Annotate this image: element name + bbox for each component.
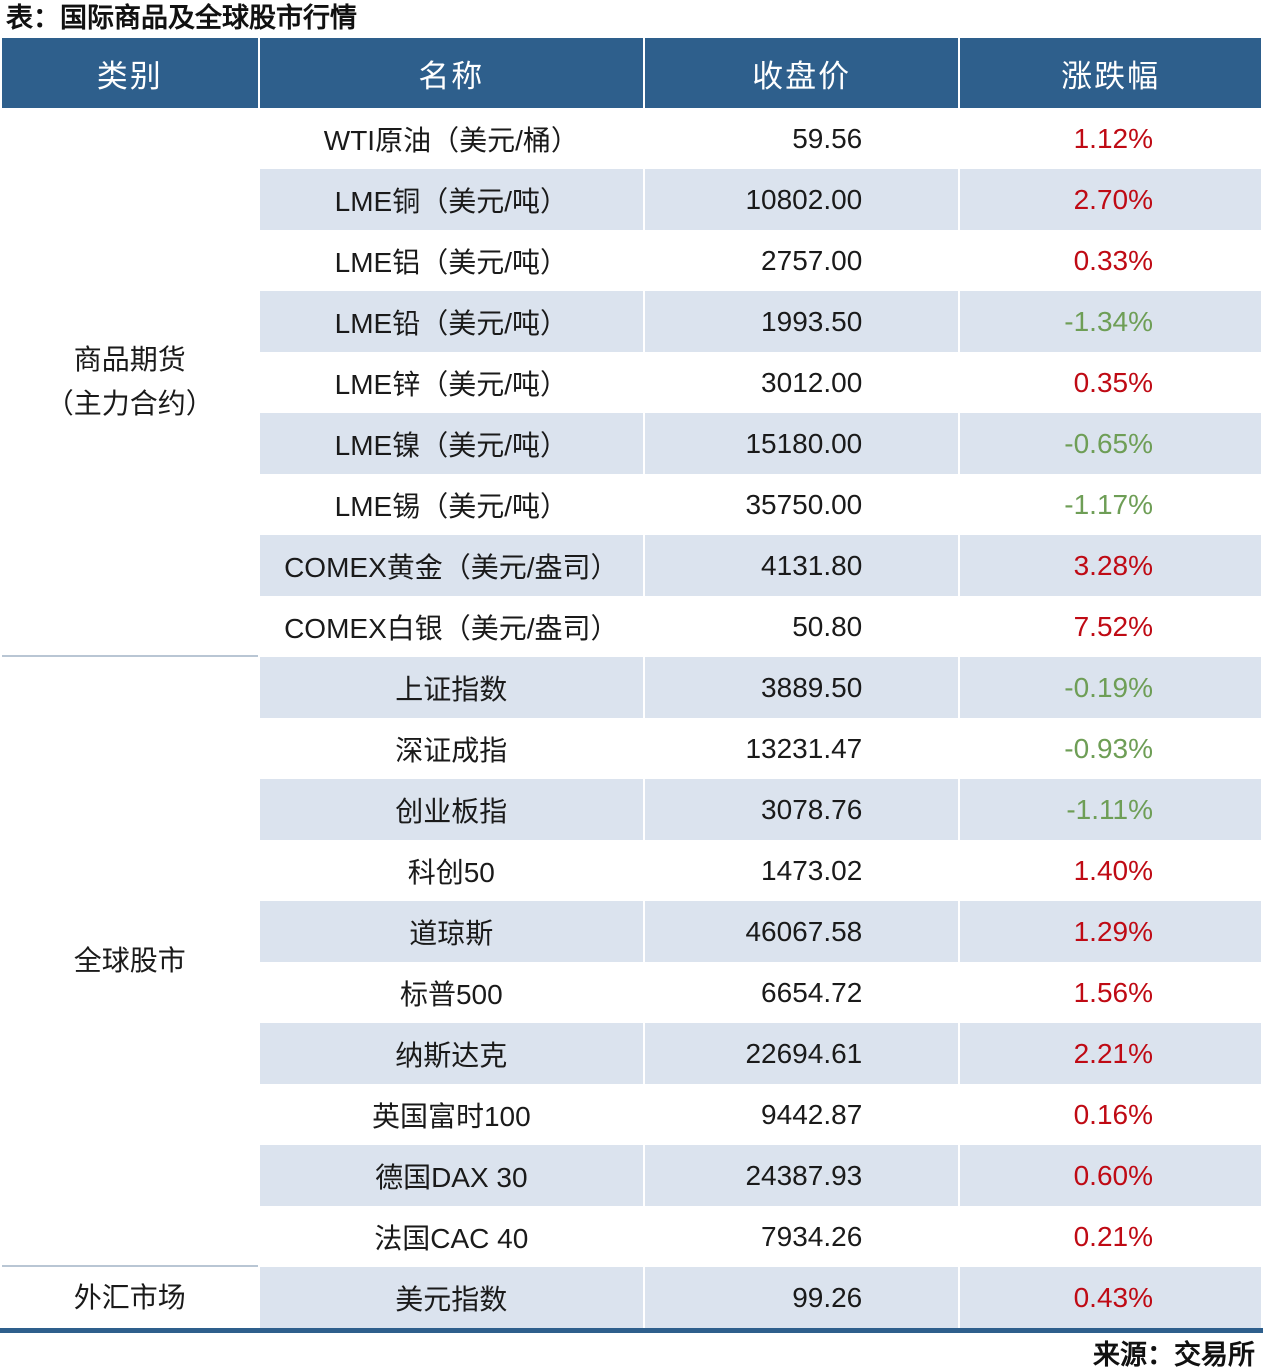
- instrument-name: LME锌（美元/吨）: [259, 352, 644, 413]
- category-cell: 外汇市场: [2, 1267, 258, 1328]
- table-row: 深证成指 13231.47 -0.93%: [2, 718, 1261, 779]
- table-row: 德国DAX 30 24387.93 0.60%: [2, 1145, 1261, 1206]
- column-header-category: 类别: [2, 38, 258, 108]
- instrument-name: 标普500: [259, 962, 644, 1023]
- table-row: LME铅（美元/吨） 1993.50 -1.34%: [2, 291, 1261, 352]
- close-price: 1993.50: [645, 291, 959, 352]
- table-row: COMEX白银（美元/盎司） 50.80 7.52%: [2, 596, 1261, 657]
- instrument-name: COMEX黄金（美元/盎司）: [259, 535, 644, 596]
- category-label-line: 外汇市场: [73, 1281, 186, 1313]
- change-percent: -1.17%: [960, 474, 1261, 535]
- close-price: 10802.00: [645, 169, 959, 230]
- table-row: 纳斯达克 22694.61 2.21%: [2, 1023, 1261, 1084]
- instrument-name: LME铝（美元/吨）: [259, 230, 644, 291]
- table-row: COMEX黄金（美元/盎司） 4131.80 3.28%: [2, 535, 1261, 596]
- category-cell: 商品期货 （主力合约）: [2, 108, 258, 657]
- change-percent: -1.34%: [960, 291, 1261, 352]
- change-percent: 0.60%: [960, 1145, 1261, 1206]
- instrument-name: 科创50: [259, 840, 644, 901]
- table-row: 道琼斯 46067.58 1.29%: [2, 901, 1261, 962]
- change-percent: 2.21%: [960, 1023, 1261, 1084]
- close-price: 35750.00: [645, 474, 959, 535]
- column-header-change: 涨跌幅: [960, 38, 1261, 108]
- instrument-name: 上证指数: [259, 657, 644, 718]
- close-price: 46067.58: [645, 901, 959, 962]
- close-price: 59.56: [645, 108, 959, 169]
- change-percent: -0.93%: [960, 718, 1261, 779]
- category-label-line: （主力合约）: [45, 387, 214, 419]
- change-percent: 0.16%: [960, 1084, 1261, 1145]
- close-price: 3012.00: [645, 352, 959, 413]
- change-percent: 1.56%: [960, 962, 1261, 1023]
- change-percent: 0.35%: [960, 352, 1261, 413]
- close-price: 22694.61: [645, 1023, 959, 1084]
- close-price: 15180.00: [645, 413, 959, 474]
- instrument-name: LME锡（美元/吨）: [259, 474, 644, 535]
- table-row: 标普500 6654.72 1.56%: [2, 962, 1261, 1023]
- table-body: 商品期货 （主力合约） WTI原油（美元/桶） 59.56 1.12% LME铜（美元/吨…: [2, 108, 1261, 1328]
- table-row: LME镍（美元/吨） 15180.00 -0.65%: [2, 413, 1261, 474]
- table-row: 创业板指 3078.76 -1.11%: [2, 779, 1261, 840]
- close-price: 7934.26: [645, 1206, 959, 1267]
- change-percent: -0.65%: [960, 413, 1261, 474]
- close-price: 2757.00: [645, 230, 959, 291]
- instrument-name: LME镍（美元/吨）: [259, 413, 644, 474]
- column-header-close: 收盘价: [645, 38, 959, 108]
- instrument-name: WTI原油（美元/桶）: [259, 108, 644, 169]
- change-percent: -0.19%: [960, 657, 1261, 718]
- category-cell: 全球股市: [2, 657, 258, 1267]
- change-percent: 0.33%: [960, 230, 1261, 291]
- close-price: 99.26: [645, 1267, 959, 1328]
- instrument-name: 深证成指: [259, 718, 644, 779]
- change-percent: 1.40%: [960, 840, 1261, 901]
- table-row: 科创50 1473.02 1.40%: [2, 840, 1261, 901]
- instrument-name: 创业板指: [259, 779, 644, 840]
- close-price: 3889.50: [645, 657, 959, 718]
- column-header-name: 名称: [259, 38, 644, 108]
- table-title: 表：国际商品及全球股市行情: [6, 3, 357, 33]
- change-percent: 3.28%: [960, 535, 1261, 596]
- instrument-name: 德国DAX 30: [259, 1145, 644, 1206]
- table-row: LME锡（美元/吨） 35750.00 -1.17%: [2, 474, 1261, 535]
- change-percent: 2.70%: [960, 169, 1261, 230]
- close-price: 24387.93: [645, 1145, 959, 1206]
- instrument-name: 法国CAC 40: [259, 1206, 644, 1267]
- close-price: 6654.72: [645, 962, 959, 1023]
- table-row: 商品期货 （主力合约） WTI原油（美元/桶） 59.56 1.12%: [2, 108, 1261, 657]
- close-price: 3078.76: [645, 779, 959, 840]
- category-label-line: 全球股市: [73, 945, 186, 976]
- close-price: 13231.47: [645, 718, 959, 779]
- close-price: 50.80: [645, 596, 959, 657]
- close-price: 1473.02: [645, 840, 959, 901]
- change-percent: 0.43%: [960, 1267, 1261, 1328]
- change-percent: 7.52%: [960, 596, 1261, 657]
- source-note: 来源：交易所: [1093, 1340, 1255, 1370]
- table-row: 法国CAC 40 7934.26 0.21%: [2, 1206, 1261, 1267]
- instrument-name: 美元指数: [259, 1267, 644, 1328]
- close-price: 9442.87: [645, 1084, 959, 1145]
- instrument-name: 纳斯达克: [259, 1023, 644, 1084]
- table-bottom-rule: [0, 1328, 1263, 1333]
- instrument-name: LME铜（美元/吨）: [259, 169, 644, 230]
- table-header: 类别 名称 收盘价 涨跌幅: [2, 38, 1261, 108]
- change-percent: 1.29%: [960, 901, 1261, 962]
- table-row: 全球股市 上证指数 3889.50 -0.19%: [2, 657, 1261, 1267]
- instrument-name: 道琼斯: [259, 901, 644, 962]
- instrument-name: COMEX白银（美元/盎司）: [259, 596, 644, 657]
- close-price: 4131.80: [645, 535, 959, 596]
- quotes-table: 类别 名称 收盘价 涨跌幅 商品期货 （主力合约） WTI原油（美元/桶） 59.56…: [0, 38, 1263, 1328]
- change-percent: 0.21%: [960, 1206, 1261, 1267]
- change-percent: -1.11%: [960, 779, 1261, 840]
- table-row: LME铜（美元/吨） 10802.00 2.70%: [2, 169, 1261, 230]
- change-percent: 1.12%: [960, 108, 1261, 169]
- table-row: 英国富时100 9442.87 0.16%: [2, 1084, 1261, 1145]
- table-row: 外汇市场 美元指数 99.26 0.43%: [2, 1267, 1261, 1328]
- table-row: LME锌（美元/吨） 3012.00 0.35%: [2, 352, 1261, 413]
- category-label-line: 商品期货: [73, 343, 186, 375]
- instrument-name: LME铅（美元/吨）: [259, 291, 644, 352]
- instrument-name: 英国富时100: [259, 1084, 644, 1145]
- table-row: LME铝（美元/吨） 2757.00 0.33%: [2, 230, 1261, 291]
- header-row: 类别 名称 收盘价 涨跌幅: [2, 38, 1261, 108]
